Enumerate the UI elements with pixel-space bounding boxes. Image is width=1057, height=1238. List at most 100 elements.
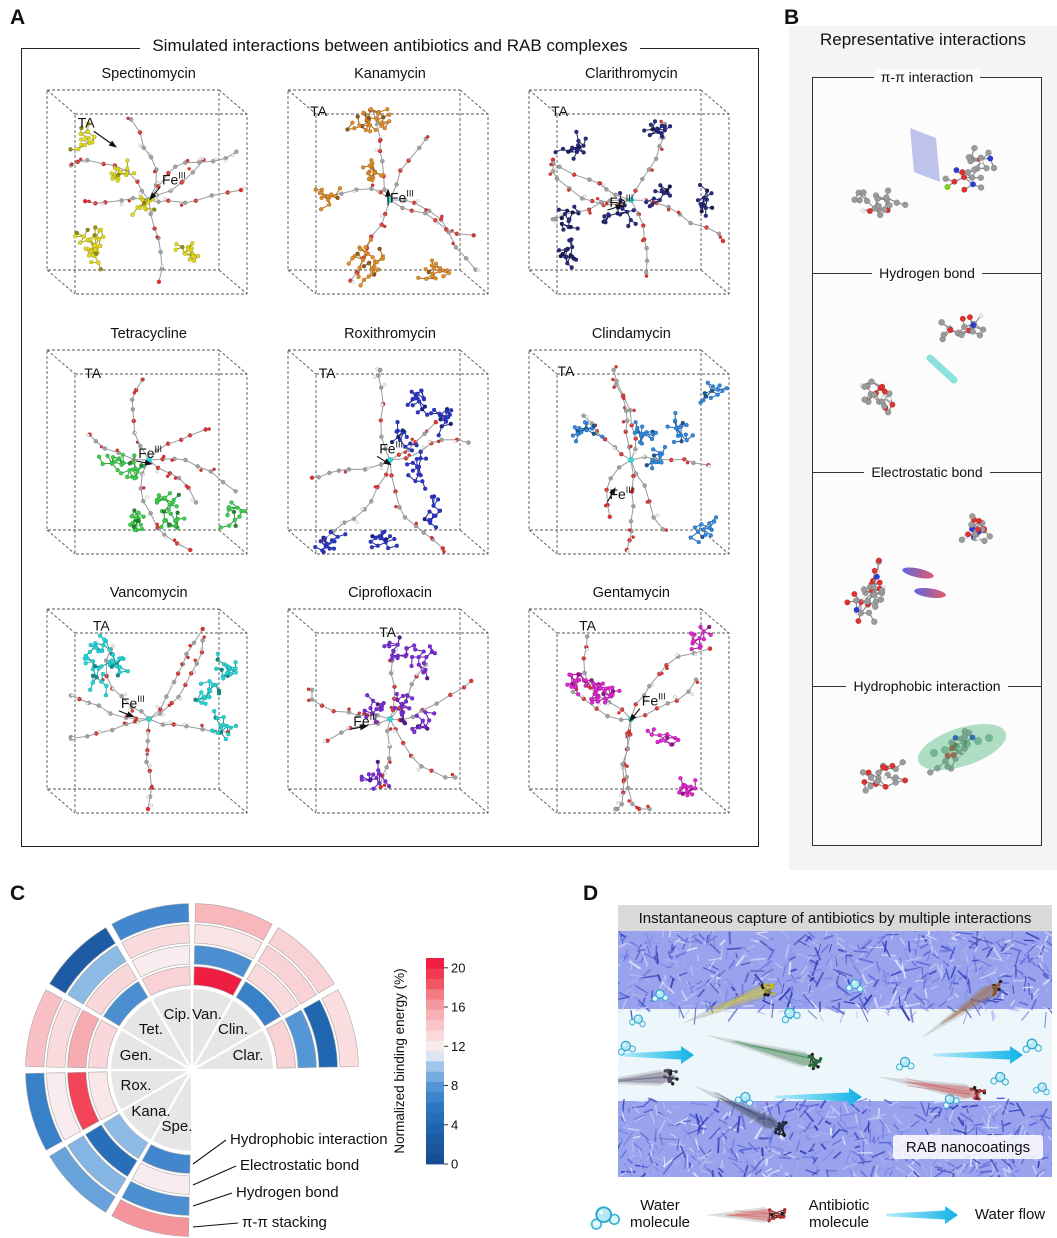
water-flow-arrow [775, 1088, 862, 1106]
ring-segment [141, 966, 191, 996]
legend-item: Antibiotic molecule [698, 1197, 878, 1233]
wedge-label: Kana. [131, 1103, 170, 1120]
antibiotic-cluster [361, 107, 392, 131]
ring-legend-label: Electrostatic bond [240, 1157, 359, 1174]
simulation-cell: Kanamycin TA FeIII [269, 63, 510, 323]
ring-segment [131, 1162, 191, 1195]
legend-callout-line [192, 1139, 227, 1165]
ring-segment [103, 981, 149, 1027]
simulation-box-canvas: TA FeIII [46, 89, 248, 295]
antibiotic-cluster [644, 183, 673, 209]
antibiotic-cluster [127, 507, 146, 532]
interaction-canvas [851, 128, 998, 219]
ring-segment [194, 924, 263, 960]
colorbar-cells [426, 958, 444, 1165]
ta-fragment [859, 378, 896, 416]
wedge-label: Van. [192, 1006, 222, 1023]
ring-legend-label: Hydrogen bond [236, 1184, 339, 1201]
ta-network [68, 627, 231, 812]
fe-label: FeIII [642, 692, 666, 709]
pi-pi-plane [910, 128, 940, 182]
antibiotic-cluster [109, 158, 137, 183]
antibiotic-cluster [358, 246, 386, 288]
antibiotic-cluster [83, 633, 112, 659]
colorbar-tick: 16 [451, 1000, 465, 1015]
simulation-box-canvas: TA FeIII [287, 89, 489, 295]
ring-segment [193, 966, 243, 996]
ring-segment [46, 999, 82, 1068]
antibiotic-cluster [360, 158, 386, 183]
colorbar-tick: 4 [451, 1117, 458, 1132]
ring-segment [67, 1071, 100, 1131]
colorbar-tick: 0 [451, 1157, 458, 1172]
ring-segment [193, 945, 253, 978]
simulation-grid: Spectinomycin TA FeIII Kanamycin TA FeIII Clar… [28, 63, 752, 842]
drug-fragment [938, 313, 987, 343]
antibiotic-comet [877, 1076, 987, 1101]
antibiotic-cluster [362, 693, 386, 725]
binding-energy-colorbar: 0 4 8 12 16 20 Normalized binding energy (%) [392, 958, 465, 1172]
drug-fragment [958, 513, 994, 545]
ta-label: TA [379, 625, 397, 641]
ta-network [571, 634, 713, 812]
water-molecule [651, 989, 669, 1002]
water-flow-arrow-icon [886, 1206, 958, 1224]
water-molecule [734, 1091, 754, 1107]
antibiotic-cluster [313, 185, 343, 212]
antibiotic-cluster [72, 225, 106, 254]
water-flow-arrow [886, 1206, 958, 1224]
wedge-label: Clar. [233, 1047, 264, 1064]
interaction-canvas [859, 724, 1007, 794]
antibiotic-cluster [410, 710, 437, 735]
antibiotic-comet [706, 1207, 787, 1223]
antibiotic-cluster [313, 529, 348, 554]
fe-label: FeIII [379, 439, 403, 456]
panel-a-title: Simulated interactions between antibioti… [22, 36, 758, 56]
water-molecule [781, 1007, 801, 1024]
antibiotic-name: Clarithromycin [584, 66, 678, 82]
panel-d-legend: Water molecule Antibiotic molecule Water f… [586, 1192, 1052, 1238]
ring-segment [141, 1144, 191, 1174]
fe-arrow [607, 486, 616, 502]
antibiotic-cluster [129, 194, 157, 217]
ring-segment [284, 1009, 317, 1069]
ring-segment [121, 924, 190, 960]
wedge-label: Tet. [139, 1021, 163, 1038]
ring-legend-label: Hydrophobic interaction [230, 1131, 388, 1148]
antibiotic-molecule-icon [706, 1207, 787, 1223]
interaction-section-pipi: π-π interaction [813, 69, 1041, 273]
water-molecule [1022, 1038, 1043, 1053]
binding-energy-sunburst-chart: Spe.Kana. Rox. Gen. Tet.Cip. Van.Clin. Clar. H… [25, 903, 388, 1237]
panel-a-label: A [10, 6, 26, 29]
simulation-box-canvas: TA FeIII [528, 608, 730, 814]
hydrogen-bond-rod [926, 354, 958, 384]
ta-label: TA [319, 365, 337, 381]
antibiotic-cluster [209, 709, 238, 742]
antibiotic-cluster [557, 237, 579, 270]
ring-segment [67, 1009, 100, 1069]
fe-label: FeIII [121, 694, 145, 711]
ta-label: TA [84, 365, 102, 381]
ring-segment [67, 945, 127, 1005]
ring-segment [49, 927, 116, 994]
antibiotic-name: Spectinomycin [101, 66, 196, 82]
colorbar-tick: 12 [451, 1039, 465, 1054]
antibiotic-cluster [107, 652, 130, 678]
interaction-canvas [859, 313, 987, 416]
antibiotic-cluster [392, 692, 415, 726]
drug-fragment [942, 144, 998, 193]
antibiotic-cluster [359, 760, 392, 792]
antibiotic-cluster [698, 380, 730, 405]
antibiotic-cluster [665, 410, 696, 444]
antibiotic-cluster [565, 672, 589, 697]
dashed-cube [46, 608, 248, 814]
water-molecule [590, 1206, 621, 1230]
fe-arrow [384, 188, 391, 206]
panel-b-title: Representative interactions [819, 30, 1026, 49]
ring-segment [103, 1113, 149, 1159]
water-molecule [895, 1056, 915, 1071]
ta-label: TA [558, 363, 576, 379]
ring-segment [257, 945, 317, 1005]
simulation-cell: Clindamycin TA FeIII [511, 323, 752, 583]
